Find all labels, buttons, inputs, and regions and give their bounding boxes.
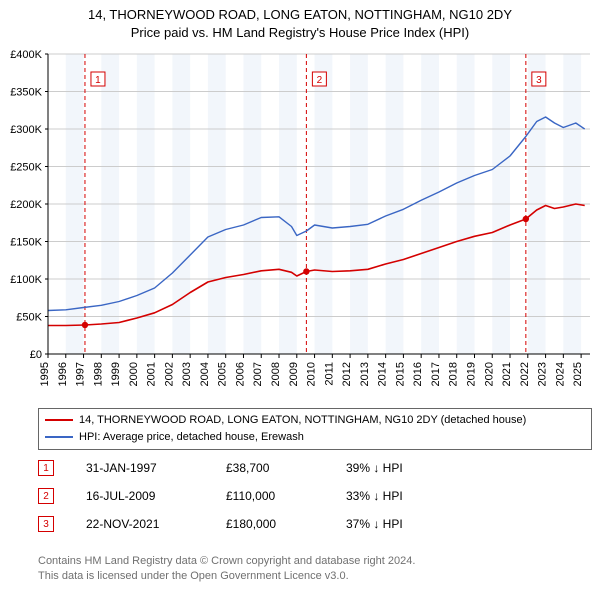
svg-text:2021: 2021 bbox=[501, 362, 513, 386]
svg-text:2: 2 bbox=[317, 75, 323, 86]
marker-date-1: 31-JAN-1997 bbox=[86, 461, 226, 475]
svg-text:1: 1 bbox=[95, 75, 101, 86]
footer-line-1: Contains HM Land Registry data © Crown c… bbox=[38, 554, 580, 569]
marker-price-3: £180,000 bbox=[226, 517, 346, 531]
legend: 14, THORNEYWOOD ROAD, LONG EATON, NOTTIN… bbox=[38, 408, 592, 450]
svg-text:2001: 2001 bbox=[146, 362, 158, 386]
marker-row-2: 2 16-JUL-2009 £110,000 33% ↓ HPI bbox=[38, 482, 580, 510]
title-line-2: Price paid vs. HM Land Registry's House … bbox=[0, 24, 600, 42]
svg-text:2008: 2008 bbox=[270, 362, 282, 386]
svg-text:1995: 1995 bbox=[39, 362, 51, 386]
legend-item-hpi: HPI: Average price, detached house, Erew… bbox=[45, 429, 585, 446]
title-line-1: 14, THORNEYWOOD ROAD, LONG EATON, NOTTIN… bbox=[0, 6, 600, 24]
svg-text:1998: 1998 bbox=[92, 362, 104, 386]
marker-badge-1: 1 bbox=[38, 460, 54, 476]
legend-item-property: 14, THORNEYWOOD ROAD, LONG EATON, NOTTIN… bbox=[45, 412, 585, 429]
svg-text:2003: 2003 bbox=[181, 362, 193, 386]
marker-badge-2: 2 bbox=[38, 488, 54, 504]
marker-row-1: 1 31-JAN-1997 £38,700 39% ↓ HPI bbox=[38, 454, 580, 482]
svg-text:2006: 2006 bbox=[234, 362, 246, 386]
svg-text:2011: 2011 bbox=[323, 362, 335, 386]
svg-text:2009: 2009 bbox=[288, 362, 300, 386]
svg-text:£300K: £300K bbox=[10, 124, 42, 136]
svg-text:2019: 2019 bbox=[465, 362, 477, 386]
svg-text:2014: 2014 bbox=[377, 362, 389, 386]
legend-swatch-hpi bbox=[45, 436, 73, 438]
marker-date-3: 22-NOV-2021 bbox=[86, 517, 226, 531]
line-chart: £0 £50K £100K £150K £200K £250K £300K £350K £400… bbox=[0, 48, 600, 400]
svg-text:1997: 1997 bbox=[75, 362, 87, 386]
chart-title: 14, THORNEYWOOD ROAD, LONG EATON, NOTTIN… bbox=[0, 0, 600, 41]
footer-line-2: This data is licensed under the Open Gov… bbox=[38, 569, 580, 584]
svg-text:2002: 2002 bbox=[163, 362, 175, 386]
svg-text:2012: 2012 bbox=[341, 362, 353, 386]
svg-text:2010: 2010 bbox=[306, 362, 318, 386]
marker-date-2: 16-JUL-2009 bbox=[86, 489, 226, 503]
marker-hpi-1: 39% ↓ HPI bbox=[346, 461, 403, 475]
svg-text:£200K: £200K bbox=[10, 199, 42, 211]
svg-text:2007: 2007 bbox=[252, 362, 264, 386]
svg-text:2018: 2018 bbox=[448, 362, 460, 386]
svg-text:2000: 2000 bbox=[128, 362, 140, 386]
svg-text:2015: 2015 bbox=[394, 362, 406, 386]
marker-table: 1 31-JAN-1997 £38,700 39% ↓ HPI 2 16-JUL… bbox=[38, 454, 580, 538]
legend-label-property: 14, THORNEYWOOD ROAD, LONG EATON, NOTTIN… bbox=[79, 412, 526, 429]
attribution-footer: Contains HM Land Registry data © Crown c… bbox=[38, 554, 580, 584]
svg-text:£150K: £150K bbox=[10, 237, 42, 249]
legend-swatch-property bbox=[45, 419, 73, 421]
svg-text:£50K: £50K bbox=[16, 312, 42, 324]
legend-label-hpi: HPI: Average price, detached house, Erew… bbox=[79, 429, 304, 446]
svg-text:2005: 2005 bbox=[217, 362, 229, 386]
svg-text:1999: 1999 bbox=[110, 362, 122, 386]
svg-text:1996: 1996 bbox=[57, 362, 69, 386]
chart-area: £0 £50K £100K £150K £200K £250K £300K £350K £400… bbox=[0, 48, 600, 400]
svg-text:2023: 2023 bbox=[537, 362, 549, 386]
svg-text:£250K: £250K bbox=[10, 162, 42, 174]
marker-badge-3: 3 bbox=[38, 516, 54, 532]
svg-text:2004: 2004 bbox=[199, 362, 211, 386]
marker-hpi-3: 37% ↓ HPI bbox=[346, 517, 403, 531]
price-chart-page: { "title": { "line1": "14, THORNEYWOOD R… bbox=[0, 0, 600, 590]
svg-text:2024: 2024 bbox=[554, 362, 566, 386]
marker-hpi-2: 33% ↓ HPI bbox=[346, 489, 403, 503]
marker-price-2: £110,000 bbox=[226, 489, 346, 503]
svg-text:£350K: £350K bbox=[10, 87, 42, 99]
svg-text:3: 3 bbox=[536, 75, 542, 86]
marker-price-1: £38,700 bbox=[226, 461, 346, 475]
svg-text:2013: 2013 bbox=[359, 362, 371, 386]
svg-text:2022: 2022 bbox=[519, 362, 531, 386]
svg-text:£0: £0 bbox=[30, 349, 42, 361]
svg-text:2017: 2017 bbox=[430, 362, 442, 386]
svg-text:£400K: £400K bbox=[10, 49, 42, 61]
svg-text:2020: 2020 bbox=[483, 362, 495, 386]
svg-text:2025: 2025 bbox=[572, 362, 584, 386]
marker-row-3: 3 22-NOV-2021 £180,000 37% ↓ HPI bbox=[38, 510, 580, 538]
svg-text:2016: 2016 bbox=[412, 362, 424, 386]
svg-text:£100K: £100K bbox=[10, 274, 42, 286]
